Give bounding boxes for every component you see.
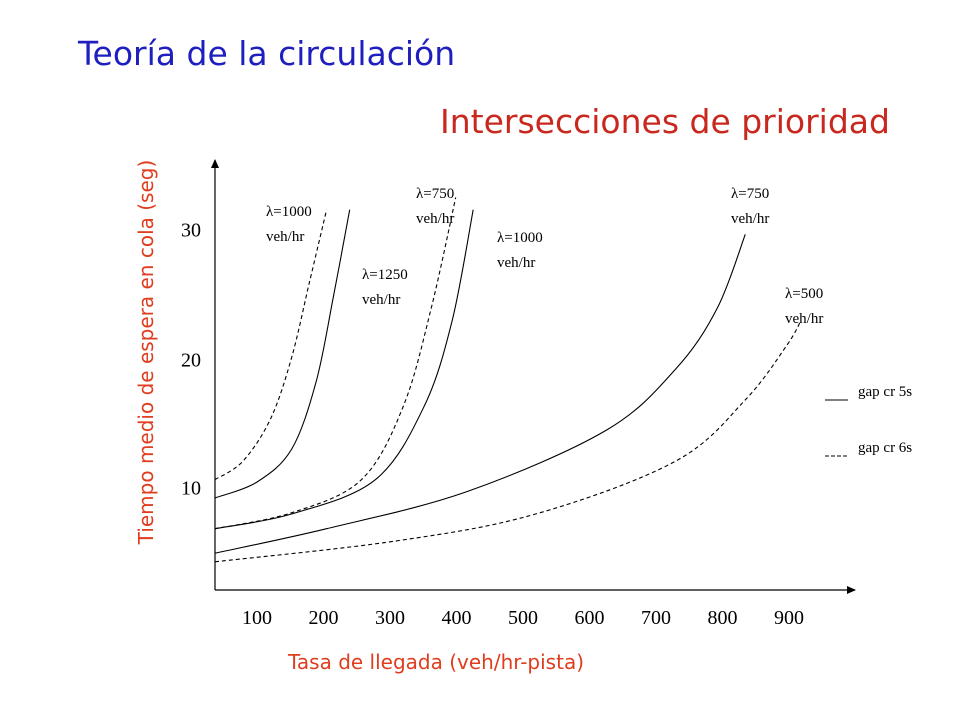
chart-title: Intersecciones de prioridad: [440, 102, 890, 141]
x-tick-label: 700: [641, 607, 671, 629]
series-line-1: [214, 209, 328, 481]
legend-label: gap cr 6s: [858, 440, 912, 456]
series-label-rate: λ=1000: [266, 204, 312, 220]
series-line-4: [214, 209, 474, 530]
y-tick-label: 10: [181, 478, 201, 500]
series-label-unit: veh/hr: [731, 211, 769, 227]
x-tick-label: 900: [774, 607, 804, 629]
series-line-3: [214, 197, 457, 530]
series-label-unit: veh/hr: [416, 211, 454, 227]
series-label-rate: λ=1000: [497, 230, 543, 246]
series-label-rate: λ=750: [416, 186, 454, 202]
series-label-rate: λ=750: [731, 186, 769, 202]
axes: [211, 159, 856, 594]
series-line-5: [214, 234, 746, 554]
legend-label: gap cr 5s: [858, 384, 912, 400]
x-axis-label: Tasa de llegada (veh/hr-pista): [288, 650, 584, 674]
series-label-unit: veh/hr: [362, 292, 400, 308]
series-label-unit: veh/hr: [785, 311, 823, 327]
legend: gap cr 5s gap cr 6s: [825, 384, 912, 457]
y-tick-label: 30: [181, 220, 201, 242]
x-tick-label: 200: [309, 607, 339, 629]
series-label-rate: λ=1250: [362, 267, 408, 283]
series-label-unit: veh/hr: [266, 229, 304, 245]
series-group: [214, 197, 802, 563]
x-tick-label: 100: [242, 607, 272, 629]
x-tick-label: 600: [575, 607, 605, 629]
x-tick-label: 400: [442, 607, 472, 629]
series-label-unit: veh/hr: [497, 255, 535, 271]
x-tick-label: 300: [375, 607, 405, 629]
tick-labels: 100 200 300 400 500 600 700 800 900 10 20 30: [181, 220, 804, 629]
curve-labels: λ=1000 veh/hr λ=1250 veh/hr λ=750 veh/hr λ=100…: [266, 186, 823, 327]
x-tick-label: 500: [508, 607, 538, 629]
y-tick-label: 20: [181, 350, 201, 372]
series-line-6: [214, 319, 802, 563]
series-line-2: [214, 209, 351, 499]
series-label-rate: λ=500: [785, 286, 823, 302]
x-tick-label: 800: [708, 607, 738, 629]
page-title: Teoría de la circulación: [78, 34, 456, 73]
